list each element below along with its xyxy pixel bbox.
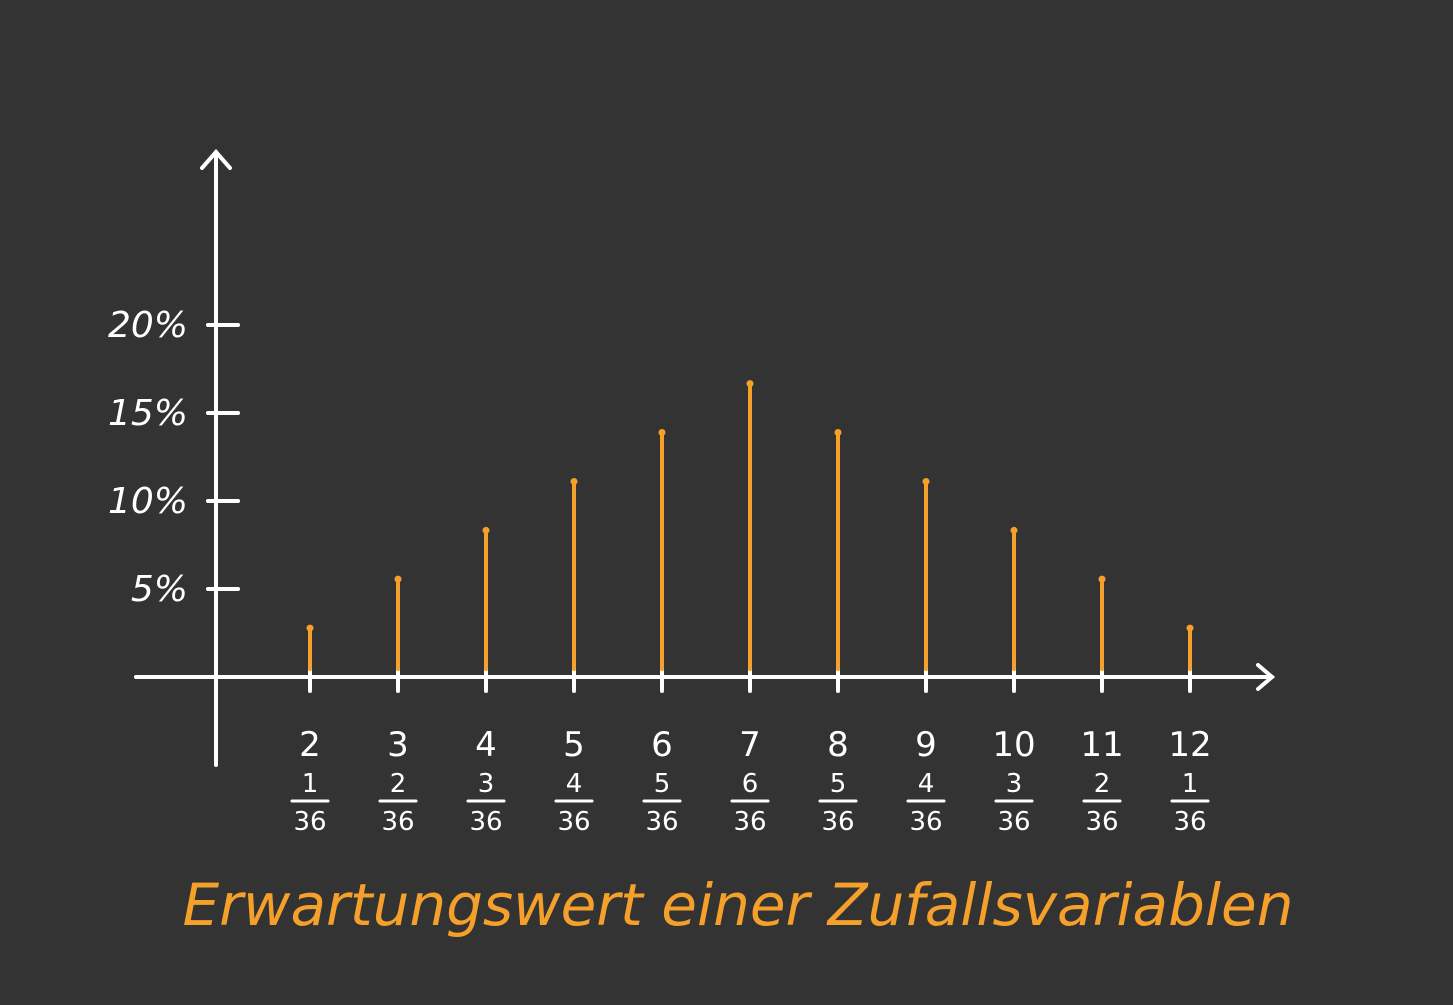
y-tick-label: 10%: [108, 481, 188, 522]
bar-top-dot: [1186, 624, 1194, 632]
x-tick-label: 10: [992, 725, 1035, 765]
x-tick-label: 8: [827, 725, 849, 765]
probability-numerator: 1: [302, 769, 319, 799]
probability-numerator: 3: [478, 769, 495, 799]
y-tick-label: 15%: [108, 393, 188, 434]
probability-numerator: 4: [918, 769, 935, 799]
x-tick-label: 12: [1168, 725, 1211, 765]
x-tick-label: 6: [651, 725, 673, 765]
probability-denominator: 36: [557, 807, 590, 837]
bar-top-dot: [834, 429, 842, 437]
chart-title: Erwartungswert einer Zufallsvariablen: [183, 871, 1294, 939]
probability-denominator: 36: [469, 807, 502, 837]
x-axis-arrow: [1256, 663, 1276, 691]
y-tick-label: 5%: [131, 569, 188, 610]
bar-top-dot: [306, 624, 314, 632]
bar-top-dot: [1098, 575, 1106, 583]
probability-numerator: 3: [1006, 769, 1023, 799]
x-tick-label: 7: [739, 725, 761, 765]
bar-top-dot: [658, 429, 666, 437]
x-tick-labels: 2136323643365436653676368536943610336112…: [290, 725, 1212, 837]
x-tick-label: 4: [475, 725, 497, 765]
x-tick-label: 5: [563, 725, 585, 765]
probability-numerator: 6: [742, 769, 759, 799]
probability-denominator: 36: [645, 807, 678, 837]
bar-top-dot: [922, 477, 930, 485]
probability-denominator: 36: [293, 807, 326, 837]
probability-denominator: 36: [821, 807, 854, 837]
bars: [306, 380, 1194, 671]
probability-numerator: 1: [1182, 769, 1199, 799]
x-tick-label: 9: [915, 725, 937, 765]
y-axis-arrow: [200, 148, 232, 170]
probability-numerator: 2: [390, 769, 407, 799]
probability-denominator: 36: [381, 807, 414, 837]
y-tick-labels: 5% 10% 15% 20%: [108, 305, 188, 610]
probability-denominator: 36: [1173, 807, 1206, 837]
y-tick-label: 20%: [108, 305, 188, 346]
bar-top-dot: [394, 575, 402, 583]
axes: [134, 148, 1276, 767]
x-tick-label: 11: [1080, 725, 1123, 765]
x-tick-label: 2: [299, 725, 321, 765]
bar-top-dot: [570, 477, 578, 485]
bar-top-dot: [746, 380, 754, 388]
probability-denominator: 36: [1085, 807, 1118, 837]
x-tick-label: 3: [387, 725, 409, 765]
bar-top-dot: [1010, 526, 1018, 534]
probability-numerator: 4: [566, 769, 583, 799]
probability-numerator: 5: [654, 769, 671, 799]
probability-numerator: 2: [1094, 769, 1111, 799]
probability-denominator: 36: [997, 807, 1030, 837]
probability-denominator: 36: [733, 807, 766, 837]
probability-numerator: 5: [830, 769, 847, 799]
probability-denominator: 36: [909, 807, 942, 837]
bar-top-dot: [482, 526, 490, 534]
